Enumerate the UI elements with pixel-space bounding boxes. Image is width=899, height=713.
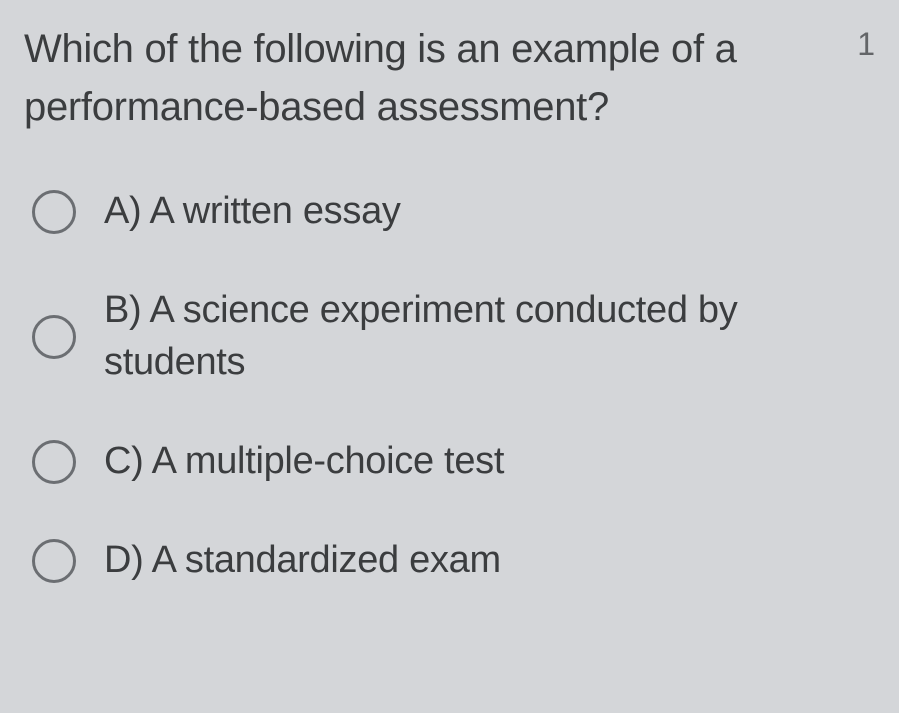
option-c[interactable]: C) A multiple-choice test — [32, 436, 875, 487]
question-number: 1 — [857, 26, 875, 63]
option-label: C) A multiple-choice test — [104, 436, 504, 487]
option-label: D) A standardized exam — [104, 535, 501, 586]
option-label: A) A written essay — [104, 186, 401, 237]
option-label: B) A science experiment conducted by stu… — [104, 285, 875, 388]
question-text: Which of the following is an example of … — [24, 20, 839, 136]
option-d[interactable]: D) A standardized exam — [32, 535, 875, 586]
radio-icon — [32, 440, 76, 484]
question-header: Which of the following is an example of … — [24, 20, 875, 136]
radio-icon — [32, 315, 76, 359]
radio-icon — [32, 190, 76, 234]
option-a[interactable]: A) A written essay — [32, 186, 875, 237]
radio-icon — [32, 539, 76, 583]
options-list: A) A written essay B) A science experime… — [24, 186, 875, 586]
option-b[interactable]: B) A science experiment conducted by stu… — [32, 285, 875, 388]
